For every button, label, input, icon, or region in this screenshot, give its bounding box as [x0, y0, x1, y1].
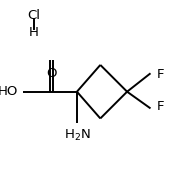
Text: O: O — [46, 67, 57, 80]
Text: HO: HO — [0, 85, 18, 98]
Text: Cl: Cl — [27, 9, 40, 22]
Text: F: F — [156, 69, 164, 81]
Text: F: F — [156, 100, 164, 113]
Text: H$_2$N: H$_2$N — [64, 128, 90, 143]
Text: H: H — [28, 26, 38, 39]
